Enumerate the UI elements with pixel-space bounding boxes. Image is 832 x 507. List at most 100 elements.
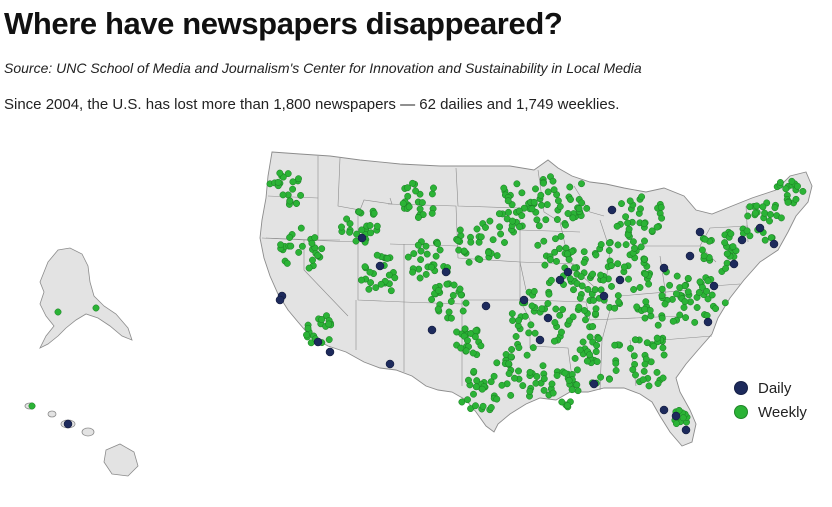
weekly-marker bbox=[578, 199, 586, 207]
weekly-marker bbox=[597, 241, 605, 248]
weekly-marker bbox=[507, 353, 515, 361]
weekly-marker bbox=[549, 389, 557, 397]
weekly-marker bbox=[318, 316, 326, 323]
weekly-marker bbox=[472, 402, 479, 410]
weekly-marker bbox=[404, 184, 412, 192]
weekly-marker bbox=[792, 195, 800, 203]
weekly-marker bbox=[553, 257, 560, 265]
daily-marker bbox=[441, 267, 451, 277]
weekly-marker bbox=[511, 374, 518, 382]
weekly-marker bbox=[577, 273, 585, 281]
weekly-marker bbox=[744, 212, 752, 220]
weekly-marker bbox=[477, 342, 485, 350]
weekly-marker bbox=[508, 346, 516, 353]
weekly-marker bbox=[727, 230, 735, 238]
weekly-marker bbox=[422, 242, 430, 250]
weekly-marker bbox=[526, 387, 534, 395]
weekly-marker bbox=[640, 367, 648, 375]
weekly-marker bbox=[515, 367, 522, 375]
weekly-marker bbox=[467, 238, 475, 246]
weekly-marker bbox=[761, 209, 769, 217]
weekly-marker bbox=[325, 320, 333, 328]
weekly-marker bbox=[482, 224, 489, 231]
daily-marker bbox=[729, 259, 739, 269]
weekly-marker bbox=[513, 180, 521, 188]
weekly-marker bbox=[624, 231, 632, 239]
weekly-marker bbox=[622, 241, 630, 249]
weekly-marker bbox=[449, 291, 457, 299]
weekly-marker bbox=[432, 252, 440, 260]
weekly-marker bbox=[529, 344, 537, 352]
weekly-dots bbox=[28, 169, 807, 428]
weekly-marker bbox=[583, 357, 591, 365]
weekly-marker bbox=[682, 314, 690, 322]
weekly-marker bbox=[639, 376, 647, 384]
weekly-marker bbox=[681, 298, 689, 306]
weekly-marker bbox=[761, 236, 769, 244]
weekly-marker bbox=[589, 270, 597, 278]
weekly-marker bbox=[564, 210, 572, 217]
weekly-marker bbox=[373, 222, 381, 230]
weekly-marker bbox=[554, 197, 562, 205]
weekly-marker bbox=[287, 242, 295, 250]
weekly-marker bbox=[657, 203, 665, 211]
weekly-marker bbox=[399, 200, 407, 207]
weekly-marker bbox=[500, 184, 508, 192]
weekly-marker bbox=[691, 318, 699, 326]
legend-item-daily: Daily bbox=[734, 376, 807, 400]
daily-marker bbox=[599, 291, 609, 301]
weekly-marker bbox=[416, 205, 424, 213]
weekly-marker bbox=[298, 242, 306, 250]
weekly-marker bbox=[771, 204, 779, 212]
weekly-marker bbox=[325, 336, 333, 344]
weekly-marker bbox=[641, 305, 649, 313]
weekly-marker bbox=[530, 287, 538, 295]
weekly-marker bbox=[276, 169, 284, 177]
weekly-marker bbox=[427, 263, 435, 271]
weekly-marker bbox=[743, 227, 751, 235]
weekly-marker bbox=[580, 259, 588, 266]
weekly-marker bbox=[641, 255, 648, 263]
weekly-marker bbox=[788, 177, 796, 185]
weekly-marker bbox=[629, 366, 637, 374]
daily-marker bbox=[385, 359, 395, 369]
weekly-marker bbox=[487, 378, 495, 386]
weekly-marker bbox=[509, 317, 517, 324]
weekly-marker bbox=[551, 248, 559, 256]
weekly-marker bbox=[462, 347, 470, 355]
page-title: Where have newspapers disappeared? bbox=[4, 6, 563, 41]
daily-marker bbox=[671, 411, 681, 421]
weekly-marker bbox=[679, 414, 687, 422]
weekly-marker bbox=[650, 342, 658, 350]
weekly-marker bbox=[549, 177, 557, 185]
weekly-marker bbox=[434, 240, 442, 248]
weekly-marker bbox=[353, 230, 361, 238]
daily-marker bbox=[481, 301, 491, 311]
weekly-marker bbox=[766, 211, 774, 218]
daily-marker bbox=[555, 275, 565, 285]
weekly-marker bbox=[490, 372, 498, 380]
weekly-marker bbox=[454, 237, 462, 245]
weekly-marker bbox=[518, 189, 526, 197]
weekly-marker bbox=[571, 264, 578, 272]
weekly-marker bbox=[372, 284, 380, 292]
weekly-marker bbox=[412, 187, 420, 195]
weekly-marker bbox=[515, 316, 523, 324]
daily-marker bbox=[535, 335, 545, 345]
legend-label-daily: Daily bbox=[758, 379, 792, 397]
weekly-marker bbox=[676, 311, 684, 319]
weekly-marker bbox=[629, 238, 637, 246]
weekly-marker bbox=[573, 381, 581, 389]
weekly-marker bbox=[695, 288, 703, 296]
daily-marker bbox=[695, 227, 705, 237]
weekly-marker bbox=[505, 360, 513, 368]
weekly-marker bbox=[496, 223, 504, 231]
weekly-marker bbox=[370, 209, 378, 217]
weekly-marker bbox=[518, 212, 526, 220]
weekly-marker bbox=[696, 278, 704, 286]
weekly-marker bbox=[464, 337, 471, 344]
weekly-marker bbox=[700, 252, 708, 260]
weekly-marker bbox=[391, 274, 399, 282]
weekly-marker bbox=[721, 239, 729, 247]
weekly-marker bbox=[546, 256, 554, 264]
